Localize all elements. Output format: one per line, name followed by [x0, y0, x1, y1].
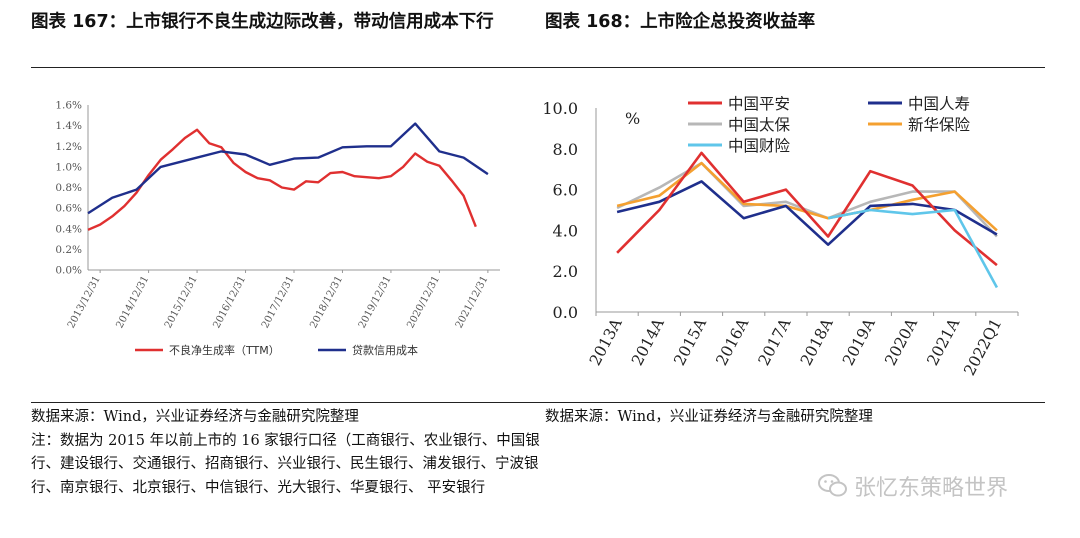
- watermark-text: 张忆东策略世界: [854, 476, 1009, 501]
- right-legend-label: 中国平安: [728, 95, 790, 113]
- source-right: 数据来源：Wind，兴业证券经济与金融研究院整理: [545, 406, 1045, 430]
- source-left-text: 数据来源：Wind，兴业证券经济与金融研究院整理: [31, 409, 359, 425]
- source-left: 数据来源：Wind，兴业证券经济与金融研究院整理 注：数据为 2015 年以前上…: [31, 406, 541, 500]
- right-x-tick-label: 2017A: [755, 315, 795, 369]
- left-series-line-0: [87, 128, 477, 231]
- figure-167-title: 图表 167：上市银行不良生成边际改善，带动信用成本下行: [31, 12, 494, 32]
- right-y-tick-label: 10.0: [542, 99, 578, 118]
- top-rule: [31, 67, 1045, 68]
- left-x-tick-label: 2020/12/31: [405, 274, 442, 330]
- left-series-line-1: [87, 122, 489, 215]
- right-x-tick-label: 2021A: [924, 315, 964, 369]
- left-x-tick-label: 2013/12/31: [66, 274, 103, 330]
- right-legend-label: 中国人寿: [908, 95, 970, 113]
- left-y-tick-label: 0.0%: [55, 265, 82, 277]
- right-series-line-2: [616, 161, 998, 238]
- right-y-tick-label: 2.0: [553, 262, 578, 281]
- right-y-tick-label: 8.0: [553, 140, 578, 159]
- left-y-tick-label: 1.6%: [55, 100, 82, 112]
- left-x-tick-label: 2016/12/31: [211, 274, 248, 330]
- left-x-tick-label: 2014/12/31: [114, 274, 151, 330]
- right-x-tick-label: 2015A: [670, 315, 710, 369]
- watermark: 张忆东策略世界: [818, 470, 1008, 502]
- left-x-tick-label: 2015/12/31: [163, 274, 200, 330]
- left-y-tick-label: 0.4%: [55, 223, 82, 235]
- right-y-unit-label: %: [625, 109, 640, 128]
- source-left-note: 注：数据为 2015 年以前上市的 16 家银行口径（工商银行、农业银行、中国银…: [31, 432, 540, 496]
- right-series-line-0: [616, 151, 998, 267]
- left-x-tick-label: 2018/12/31: [308, 274, 345, 330]
- left-legend-label: 不良净生成率（TTM）: [169, 343, 280, 357]
- left-x-tick-label: 2017/12/31: [260, 274, 297, 330]
- right-x-tick-label: 2019A: [839, 315, 879, 369]
- left-y-tick-label: 1.0%: [55, 161, 82, 173]
- right-x-tick-label: 2014A: [628, 315, 668, 369]
- right-series-line-4: [827, 208, 999, 289]
- right-x-tick-label: 2020A: [881, 315, 921, 369]
- right-x-tick-label: 2018A: [797, 315, 837, 369]
- right-y-tick-label: 6.0: [553, 181, 578, 200]
- left-y-tick-label: 0.6%: [55, 203, 82, 215]
- right-series-line-3: [616, 161, 998, 232]
- right-legend-label: 中国太保: [728, 116, 791, 134]
- left-y-tick-label: 0.8%: [55, 182, 82, 194]
- left-y-tick-label: 1.4%: [55, 120, 82, 132]
- bottom-rule: [31, 402, 1045, 403]
- left-y-tick-label: 0.2%: [55, 244, 82, 256]
- right-legend-label: 新华保险: [908, 116, 971, 134]
- right-x-tick-label: 2016A: [713, 315, 753, 369]
- right-y-tick-label: 4.0: [553, 221, 578, 240]
- source-right-text: 数据来源：Wind，兴业证券经济与金融研究院整理: [545, 409, 873, 425]
- right-x-tick-label: 2013A: [586, 315, 626, 369]
- left-y-tick-label: 1.2%: [55, 141, 82, 153]
- right-y-tick-label: 0.0: [553, 303, 578, 322]
- figure-168-title: 图表 168：上市险企总投资收益率: [545, 12, 816, 32]
- right-legend-label: 中国财险: [728, 137, 791, 155]
- wechat-icon: [818, 474, 847, 497]
- left-legend-label: 贷款信用成本: [352, 343, 418, 357]
- right-x-tick-label: 2022Q1: [960, 315, 1005, 378]
- left-x-tick-label: 2019/12/31: [357, 274, 394, 330]
- left-x-tick-label: 2021/12/31: [454, 274, 491, 330]
